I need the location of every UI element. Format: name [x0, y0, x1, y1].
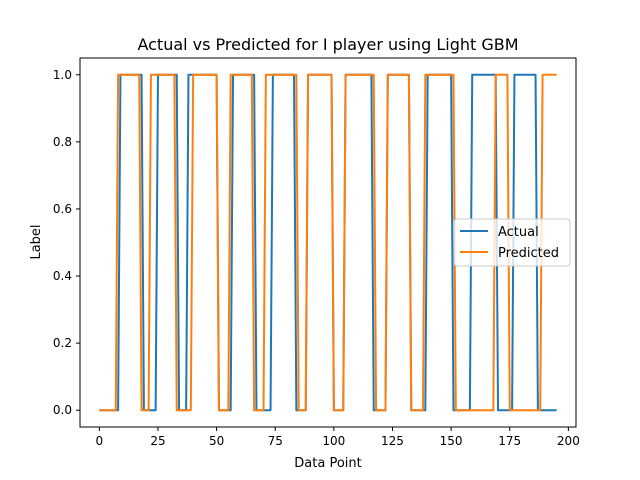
plot-frame	[79, 57, 577, 428]
y-axis-label: Label	[29, 224, 44, 259]
y-tick-label: 0.6	[53, 202, 72, 216]
y-tick-label: 0.8	[53, 135, 72, 149]
legend-label-actual: Actual	[498, 225, 539, 240]
x-axis-ticks: 0 25 50 75 100 125 150 175 200	[96, 427, 580, 448]
x-tick-label: 75	[268, 434, 283, 448]
series-line-predicted	[99, 73, 557, 412]
y-tick-label: 0.0	[53, 403, 72, 417]
x-tick-label: 0	[96, 434, 104, 448]
y-tick-label: 0.4	[53, 269, 72, 283]
x-tick-label: 175	[498, 434, 521, 448]
y-axis-ticks: 0.0 0.2 0.4 0.6 0.8 1.0	[53, 68, 80, 417]
x-axis-label: Data Point	[294, 456, 361, 471]
x-tick-label: 150	[440, 434, 463, 448]
legend-label-predicted: Predicted	[498, 246, 559, 261]
x-tick-label: 100	[322, 434, 345, 448]
x-tick-label: 200	[557, 434, 580, 448]
legend: Actual Predicted	[453, 218, 571, 267]
x-tick-label: 50	[209, 434, 224, 448]
x-tick-label: 125	[381, 434, 404, 448]
x-tick-label: 25	[150, 434, 165, 448]
y-tick-label: 0.2	[53, 336, 72, 350]
chart-title: Actual vs Predicted for I player using L…	[137, 35, 518, 54]
y-tick-label: 1.0	[53, 68, 72, 82]
